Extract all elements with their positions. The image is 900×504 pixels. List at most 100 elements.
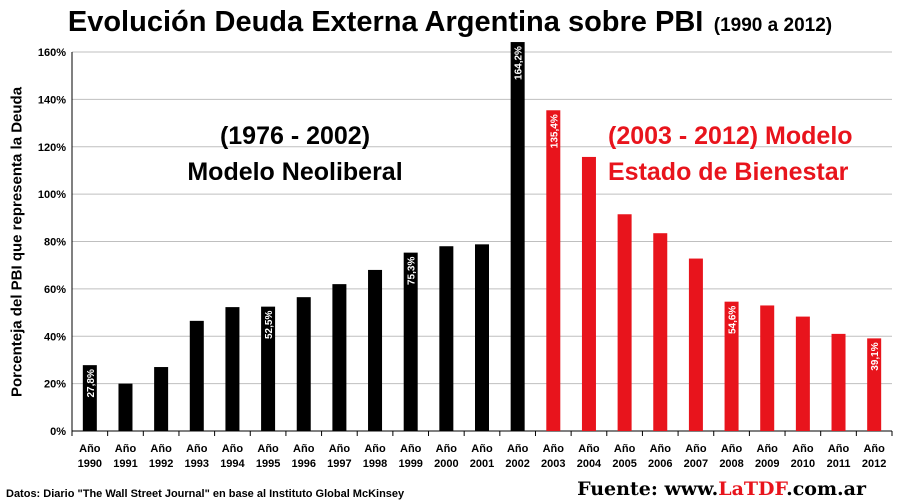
chart-title-area: Evolución Deuda Externa Argentina sobre … xyxy=(0,6,900,50)
data-label-2002: 164,2% xyxy=(514,46,525,80)
x-tick-label-prefix: Año xyxy=(329,443,351,455)
y-tick-label: 40% xyxy=(44,331,66,343)
x-tick-label-prefix: Año xyxy=(792,443,814,455)
annotation-neoliberal-period: (1976 - 2002) xyxy=(219,122,371,150)
x-tick-label-prefix: Año xyxy=(863,443,885,455)
annotation-neoliberal: (1976 - 2002) Modelo Neoliberal xyxy=(150,118,440,190)
bar-2006 xyxy=(653,233,668,431)
data-label-2008: 54,6% xyxy=(728,306,739,334)
bar-2011 xyxy=(831,333,846,431)
x-tick-label: 1995 xyxy=(256,458,280,470)
bar-1991 xyxy=(118,383,133,431)
credit-brand: LaTDF xyxy=(718,478,787,500)
x-tick-label-prefix: Año xyxy=(721,443,743,455)
x-tick-label-prefix: Año xyxy=(293,443,315,455)
data-source-note: Datos: Diario "The Wall Street Journal" … xyxy=(6,488,405,500)
x-tick-label: 2012 xyxy=(862,458,886,470)
x-tick-label-prefix: Año xyxy=(400,443,422,455)
annotation-bienestar: (2003 - 2012) Modelo Estado de Bienestar xyxy=(608,118,898,190)
x-tick-label-prefix: Año xyxy=(257,443,279,455)
x-tick-label: 2000 xyxy=(434,458,458,470)
annotation-bienestar-period: (2003 - 2012) Modelo xyxy=(608,122,853,150)
bar-1993 xyxy=(189,320,204,431)
y-axis-label: Porcenteja del PBI que representa la Deu… xyxy=(8,86,26,398)
x-tick-label: 1996 xyxy=(291,458,315,470)
x-tick-label-prefix: Año xyxy=(757,443,779,455)
bar-2005 xyxy=(617,214,632,431)
y-tick-label: 120% xyxy=(38,142,66,154)
bar-2012 xyxy=(867,338,882,431)
bar-2003 xyxy=(546,110,561,432)
bar-1992 xyxy=(154,367,169,431)
x-tick-label: 1997 xyxy=(327,458,351,470)
x-tick-label: 2010 xyxy=(791,458,815,470)
x-tick-label: 2007 xyxy=(684,458,708,470)
x-tick-label: 1999 xyxy=(398,458,422,470)
bar-1997 xyxy=(332,284,347,431)
data-label-1999: 75,3% xyxy=(407,257,418,285)
x-tick-label-prefix: Año xyxy=(828,443,850,455)
credit-suffix: .com.ar xyxy=(786,478,866,500)
x-tick-label: 1992 xyxy=(149,458,173,470)
x-tick-label: 2004 xyxy=(577,458,602,470)
credit-prefix: Fuente: www. xyxy=(577,478,719,500)
x-tick-label: 1994 xyxy=(220,458,245,470)
x-tick-label-prefix: Año xyxy=(115,443,137,455)
y-tick-label: 160% xyxy=(38,47,66,59)
bar-2004 xyxy=(581,156,596,432)
bar-2000 xyxy=(439,246,454,431)
annotation-neoliberal-model: Modelo Neoliberal xyxy=(187,158,403,186)
bar-1990 xyxy=(82,365,97,431)
x-tick-label: 1998 xyxy=(363,458,387,470)
x-tick-label: 2003 xyxy=(541,458,565,470)
x-tick-label-prefix: Año xyxy=(650,443,672,455)
x-tick-label-prefix: Año xyxy=(543,443,565,455)
x-tick-label: 2005 xyxy=(612,458,636,470)
x-tick-label: 2006 xyxy=(648,458,672,470)
x-tick-label: 2001 xyxy=(470,458,494,470)
y-tick-label: 20% xyxy=(44,379,66,391)
x-tick-label-prefix: Año xyxy=(471,443,493,455)
y-tick-label: 80% xyxy=(44,237,66,249)
x-tick-label-prefix: Año xyxy=(578,443,600,455)
data-label-2012: 39,1% xyxy=(870,342,881,370)
x-tick-label: 2009 xyxy=(755,458,779,470)
bar-2007 xyxy=(688,258,703,431)
x-tick-label: 2008 xyxy=(719,458,743,470)
data-label-1990: 27,8% xyxy=(86,369,97,397)
data-label-1995: 52,5% xyxy=(264,311,275,339)
x-tick-label-prefix: Año xyxy=(186,443,208,455)
x-tick-label: 2011 xyxy=(827,458,851,470)
bar-1994 xyxy=(225,307,240,431)
y-axis-label-container: Porcenteja del PBI que representa la Deu… xyxy=(4,52,30,432)
bar-2008 xyxy=(724,301,739,431)
bar-2002 xyxy=(510,42,525,432)
x-tick-label-prefix: Año xyxy=(79,443,101,455)
y-tick-label: 60% xyxy=(44,284,66,296)
chart-title: Evolución Deuda Externa Argentina sobre … xyxy=(67,6,704,38)
bar-1999 xyxy=(403,252,418,431)
x-tick-label-prefix: Año xyxy=(222,443,244,455)
x-tick-label-prefix: Año xyxy=(507,443,529,455)
bar-2009 xyxy=(760,305,775,431)
x-tick-label-prefix: Año xyxy=(685,443,707,455)
x-tick-label: 1991 xyxy=(113,458,137,470)
bar-2001 xyxy=(475,244,489,431)
chart-subtitle: (1990 a 2012) xyxy=(713,15,833,36)
data-label-2003: 135,4% xyxy=(549,114,560,148)
x-tick-label-prefix: Año xyxy=(614,443,636,455)
x-tick-label: 2002 xyxy=(505,458,529,470)
bar-1995 xyxy=(261,306,276,431)
y-tick-label: 0% xyxy=(50,426,66,438)
x-tick-label-prefix: Año xyxy=(364,443,386,455)
x-tick-label: 1993 xyxy=(185,458,209,470)
x-tick-label: 1990 xyxy=(78,458,102,470)
x-tick-label-prefix: Año xyxy=(436,443,458,455)
credit-link[interactable]: Fuente: www.LaTDF.com.ar xyxy=(577,478,866,500)
bar-2010 xyxy=(795,316,810,431)
x-tick-label-prefix: Año xyxy=(150,443,172,455)
bar-1996 xyxy=(296,297,311,431)
y-tick-label: 140% xyxy=(38,94,66,106)
y-tick-label: 100% xyxy=(38,189,66,201)
